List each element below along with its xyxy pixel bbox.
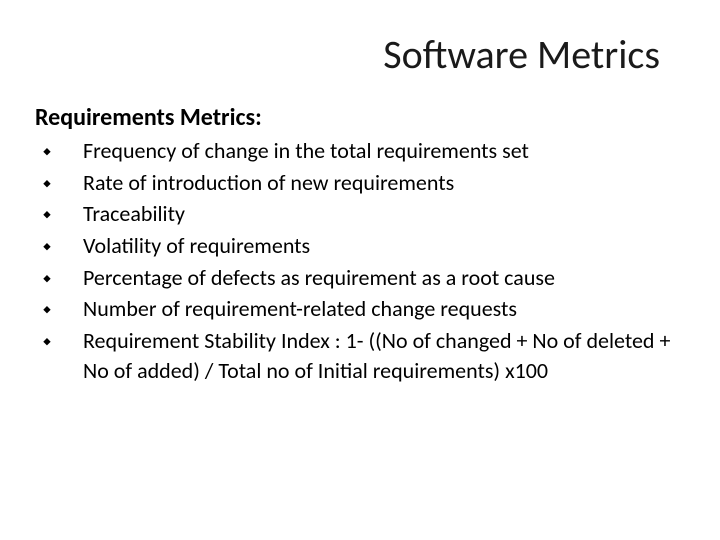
bullet-text: Number of requirement-related change req… bbox=[83, 295, 517, 322]
bullet-marker: ⬩ bbox=[63, 326, 77, 356]
bullet-text: Traceability bbox=[83, 200, 185, 227]
bullet-marker: ⬩ bbox=[63, 168, 77, 198]
bullet-text: Volatility of requirements bbox=[83, 232, 310, 259]
bullet-text: Requirement Stability Index : 1- ((No of… bbox=[83, 327, 670, 384]
bullet-text: Percentage of defects as requirement as … bbox=[83, 264, 555, 291]
list-item: ⬩Requirement Stability Index : 1- ((No o… bbox=[63, 326, 680, 385]
slide-content: Requirements Metrics: ⬩Frequency of chan… bbox=[35, 103, 680, 386]
bullet-marker: ⬩ bbox=[63, 199, 77, 229]
bullet-marker: ⬩ bbox=[63, 231, 77, 261]
slide-title: Software Metrics bbox=[35, 30, 680, 79]
slide-container: Software Metrics Requirements Metrics: ⬩… bbox=[0, 0, 720, 540]
list-item: ⬩Frequency of change in the total requir… bbox=[63, 136, 680, 166]
bullet-marker: ⬩ bbox=[63, 294, 77, 324]
bullet-marker: ⬩ bbox=[63, 136, 77, 166]
bullet-text: Frequency of change in the total require… bbox=[83, 137, 529, 164]
list-item: ⬩Traceability bbox=[63, 199, 680, 229]
list-item: ⬩Rate of introduction of new requirement… bbox=[63, 168, 680, 198]
list-item: ⬩Percentage of defects as requirement as… bbox=[63, 263, 680, 293]
bullet-list: ⬩Frequency of change in the total requir… bbox=[35, 136, 680, 386]
bullet-text: Rate of introduction of new requirements bbox=[83, 169, 454, 196]
bullet-marker: ⬩ bbox=[63, 263, 77, 293]
list-item: ⬩Volatility of requirements bbox=[63, 231, 680, 261]
list-item: ⬩Number of requirement-related change re… bbox=[63, 294, 680, 324]
subheading: Requirements Metrics: bbox=[35, 103, 680, 132]
